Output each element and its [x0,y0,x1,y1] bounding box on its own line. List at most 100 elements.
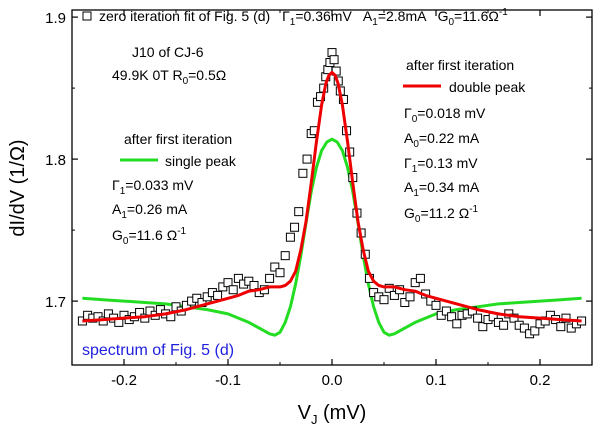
data-point [447,312,457,322]
single-peak-a-sym: A [112,201,122,217]
data-point [228,285,238,295]
double-peak-gamma1-val: =0.13 mV [417,155,478,171]
legend-g1-val: =0.36mV [295,8,352,24]
single-peak-a-sub: 1 [121,210,127,221]
double-peak-a1: A1=0.34 mA [404,179,480,199]
legend-g0-sup: -1 [499,7,508,18]
legend-a1-sym: A [363,8,373,24]
single-peak-g-sub: 0 [123,236,129,247]
double-peak-a1-sub: 1 [413,188,419,199]
data-point [223,278,233,288]
legend-g1-sub: 1 [290,17,296,28]
data-legend-marker [82,11,92,21]
x-axis-label-sub: J [311,412,318,427]
data-point [265,273,275,283]
data-point [302,154,312,164]
data-point [270,262,280,272]
double-peak-g-val: =11.2 Ω [420,205,469,221]
data-point [473,313,483,323]
legend-prefix: zero iteration fit of Fig. 5 (d) [99,8,270,24]
sample-line-1: J10 of CJ-6 [132,44,204,60]
x-tick-label: -0.2 [111,372,137,389]
data-point [441,306,451,316]
single-peak-gamma-sub: 1 [120,186,126,197]
data-point [285,232,295,242]
data-point [233,273,243,283]
axis-ticks: -0.2 -0.1 0.0 0.1 0.2 1.7 1.8 1.9 [45,10,593,389]
double-peak-g: G0=11.2 Ω-1 [404,204,479,225]
data-point [415,273,425,283]
single-peak-g-val: =11.6 Ω [128,227,177,243]
double-peak-a1-sym: A [404,179,414,195]
sample-line-2: 49.9K 0T R0=0.5Ω [112,67,226,87]
data-point [400,298,410,308]
y-tick-label: 1.9 [45,10,66,27]
x-axis-label: VJ (mV) [298,402,367,427]
single-peak-g-sym: G [112,227,123,243]
legend-a1-sub: 1 [372,17,378,28]
single-peak-g: G0=11.6 Ω-1 [112,226,187,247]
double-peak-a1-val: =0.34 mA [419,179,480,195]
data-point [379,295,389,305]
double-peak-gamma0: Γ0=0.018 mV [404,105,486,125]
sample-line-2-sub: 0 [183,76,189,87]
data-point [275,268,285,278]
double-peak-series [82,71,582,323]
data-point [405,292,415,302]
data-point [280,251,290,261]
double-peak-label: double peak [449,79,526,95]
bottom-spectrum-label: spectrum of Fig. 5 (d) [82,342,234,359]
data-point [290,222,300,232]
data-legend-text: zero iteration fit of Fig. 5 (d) Γ1=0.36… [99,7,508,28]
data-point [213,290,223,300]
legend-g0-val: =11.6Ω [454,8,499,24]
data-point [452,319,462,329]
double-peak-gamma1-sym: Γ [404,155,412,171]
double-peak-g-sub: 0 [415,214,421,225]
x-axis-label-main: V [298,402,312,424]
double-peak-gamma1-sub: 1 [412,164,418,175]
sample-line-2-text: 49.9K 0T R [112,67,183,83]
single-peak-a-val: =0.26 mA [127,201,188,217]
data-point [389,290,399,300]
double-peak-a0-sub: 0 [413,139,419,150]
double-peak-gamma0-sub: 0 [412,114,418,125]
double-peak-gamma1: Γ1=0.13 mV [404,155,478,175]
single-peak-g-sup: -1 [177,226,186,237]
x-tick-label: -0.1 [215,372,241,389]
double-peak-g-sym: G [404,205,415,221]
x-tick-label: 0.0 [322,372,343,389]
single-peak-gamma-val: =0.033 mV [125,177,194,193]
double-peak-a0-val: =0.22 mA [419,130,480,146]
sample-line-2-val: =0.5Ω [188,67,226,83]
legend-a1-val: =2.8mA [378,8,427,24]
data-point [478,322,488,332]
single-peak-series [82,137,582,337]
legend-g1-sym: Γ [282,8,290,24]
x-axis-label-unit: (mV) [317,402,366,424]
data-point [499,320,509,330]
data-point [556,322,566,332]
data-point [294,207,304,217]
double-peak-gamma0-val: =0.018 mV [417,105,486,121]
single-peak-line [82,137,582,337]
single-peak-gamma-sym: Γ [112,177,120,193]
double-peak-title: after first iteration [406,57,514,73]
y-tick-label: 1.7 [45,294,66,311]
y-tick-label: 1.8 [45,152,66,169]
data-point [519,323,529,333]
x-tick-label: 0.1 [426,372,447,389]
y-axis-label: dI/dV (1/Ω) [7,139,29,236]
single-peak-title: after first iteration [124,131,232,147]
single-peak-a: A1=0.26 mA [112,201,188,221]
double-peak-line [82,71,582,323]
double-peak-a0: A0=0.22 mA [404,130,480,150]
data-point [561,313,571,323]
single-peak-label: single peak [165,153,237,169]
x-tick-label: 0.2 [530,372,551,389]
double-peak-gamma0-sym: Γ [404,105,412,121]
double-peak-g-sup: -1 [469,204,478,215]
data-point [298,168,308,178]
double-peak-a0-sym: A [404,130,414,146]
